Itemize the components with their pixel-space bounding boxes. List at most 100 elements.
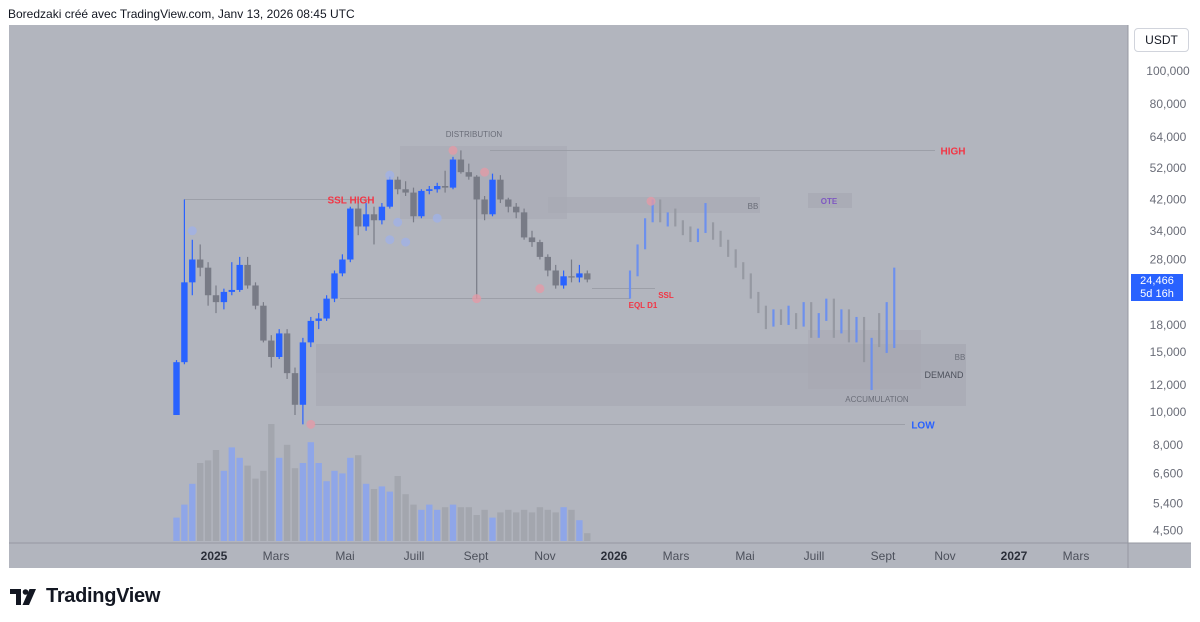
candle-body xyxy=(236,264,243,290)
volume-bar xyxy=(228,447,235,541)
currency-button[interactable]: USDT xyxy=(1134,28,1189,52)
candle-body xyxy=(315,318,322,321)
x-tick-label: Nov xyxy=(934,549,955,563)
volume-bar xyxy=(481,509,488,541)
volume-bar xyxy=(473,515,480,541)
candle-body xyxy=(347,208,354,260)
volume-bar xyxy=(362,483,370,541)
volume-bar xyxy=(584,533,591,541)
volume-bar xyxy=(386,491,393,541)
candle-body xyxy=(181,282,188,363)
candle-body xyxy=(260,305,267,341)
candle-body xyxy=(394,179,401,190)
candle-body xyxy=(434,185,441,190)
eql-d1-label: EQL D1 xyxy=(629,301,658,310)
y-tick-label: 100,000 xyxy=(1146,64,1190,78)
candle-body xyxy=(513,206,520,213)
tradingview-icon xyxy=(10,588,36,605)
volume-bar xyxy=(576,520,583,541)
swing-marker xyxy=(472,294,482,304)
volume-bar xyxy=(426,504,433,541)
candle-body xyxy=(473,176,480,200)
volume-bar xyxy=(283,444,291,541)
x-tick-label: 2026 xyxy=(601,549,628,563)
volume-bar xyxy=(260,470,267,541)
volume-bar xyxy=(370,489,378,541)
volume-bar xyxy=(378,486,386,541)
candle-body xyxy=(244,264,251,286)
candle-body xyxy=(197,259,204,268)
candle-body xyxy=(489,179,496,215)
volume-bar xyxy=(315,463,322,541)
candle-body xyxy=(276,333,283,357)
x-tick-label: Mars xyxy=(1063,549,1090,563)
volume-bar xyxy=(418,509,425,541)
volume-bar xyxy=(513,512,520,541)
x-tick-label: Mai xyxy=(735,549,754,563)
candle-body xyxy=(568,276,575,278)
volume-bar xyxy=(449,504,457,541)
swing-marker xyxy=(385,170,395,180)
y-tick-label: 10,000 xyxy=(1150,405,1187,419)
candle-body xyxy=(426,189,433,191)
tradingview-logo[interactable]: TradingView xyxy=(10,585,160,608)
x-tick-label: Mars xyxy=(663,549,690,563)
candle-body xyxy=(173,362,180,415)
last-price-tag: 24,466 5d 16h xyxy=(1131,274,1183,301)
candle-body xyxy=(576,273,583,278)
volume-bar xyxy=(197,463,204,541)
candle-body xyxy=(520,212,528,238)
volume-bar xyxy=(299,463,307,541)
candle-body xyxy=(378,206,386,221)
last-price-value: 24,466 xyxy=(1140,275,1174,287)
candle-body xyxy=(481,199,488,215)
volume-bar xyxy=(402,494,409,541)
volume-bar xyxy=(189,483,196,541)
y-tick-label: 18,000 xyxy=(1150,318,1187,332)
time-axis[interactable] xyxy=(9,543,1191,568)
y-tick-label: 4,500 xyxy=(1153,523,1183,537)
candle-body xyxy=(220,291,228,303)
candle-body xyxy=(560,276,567,286)
swing-marker xyxy=(393,217,403,227)
volume-bar xyxy=(181,504,188,541)
y-tick-label: 8,000 xyxy=(1153,438,1183,452)
y-tick-label: 12,000 xyxy=(1150,378,1187,392)
volume-bar xyxy=(394,476,401,541)
swing-marker xyxy=(535,284,545,294)
low-label: LOW xyxy=(911,420,935,431)
volume-bar xyxy=(220,470,228,541)
x-tick-label: Sept xyxy=(464,549,489,563)
candle-body xyxy=(252,285,259,306)
candle-body xyxy=(212,295,220,303)
swing-marker xyxy=(187,226,197,236)
swing-marker xyxy=(646,196,656,206)
distribution-label: DISTRIBUTION xyxy=(446,130,503,139)
volume-bar xyxy=(339,473,346,541)
candle-body xyxy=(386,179,393,207)
demand-label: DEMAND xyxy=(924,370,964,380)
candle-body xyxy=(505,199,512,207)
candle-body xyxy=(283,333,291,374)
candle-body xyxy=(584,273,591,280)
candle-body xyxy=(497,179,504,200)
y-tick-label: 28,000 xyxy=(1150,253,1187,267)
bb-label-lower: BB xyxy=(955,353,966,362)
volume-bar xyxy=(552,512,559,541)
swing-marker xyxy=(306,419,316,429)
volume-bar xyxy=(410,504,417,541)
volume-bar xyxy=(355,455,362,541)
x-tick-label: Juill xyxy=(804,549,825,563)
candle-body xyxy=(552,270,559,286)
y-tick-label: 64,000 xyxy=(1150,130,1187,144)
volume-bar xyxy=(252,478,259,541)
volume-bar xyxy=(291,468,299,541)
x-tick-label: Nov xyxy=(534,549,555,563)
volume-bar xyxy=(347,457,354,541)
candle-body xyxy=(457,159,465,173)
plot-area[interactable] xyxy=(9,25,1128,543)
candle-body xyxy=(410,192,417,217)
volume-bar xyxy=(244,465,251,541)
candle-body xyxy=(544,256,551,271)
